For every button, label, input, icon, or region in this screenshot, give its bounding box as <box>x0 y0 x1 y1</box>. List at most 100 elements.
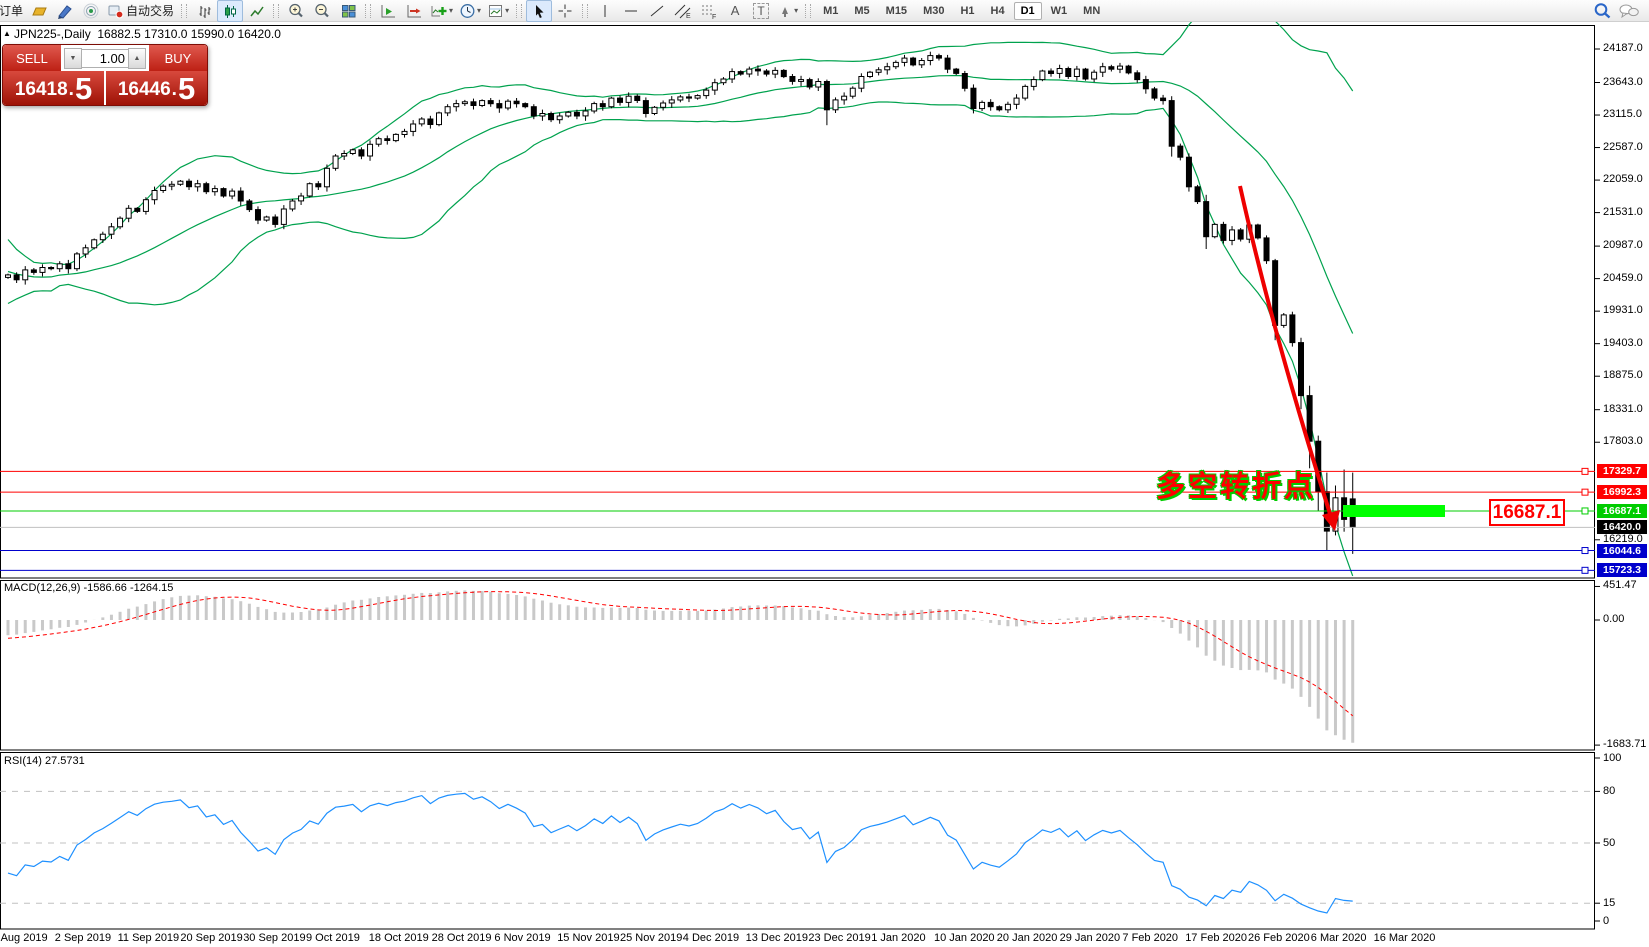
price-level-box[interactable]: 16687.1 <box>1489 499 1565 526</box>
arrows-icon <box>782 6 789 17</box>
price-line-badge[interactable]: 16044.6 <box>1597 543 1647 558</box>
toolbar-grip[interactable] <box>516 3 523 18</box>
timeframe-mn[interactable]: MN <box>1083 4 1101 17</box>
price-line-badge[interactable]: 15723.3 <box>1597 563 1647 578</box>
volume-increase-button[interactable]: ▲ <box>128 47 146 69</box>
volume-input[interactable] <box>82 48 128 68</box>
fibonacci-tool-button[interactable]: F <box>696 0 722 22</box>
cursor-tool-button[interactable] <box>526 0 553 22</box>
bar-chart-icon <box>199 5 211 18</box>
chart-title: JPN225-,Daily 16882.5 17310.0 15990.0 16… <box>14 27 281 41</box>
bar-chart-mode-button[interactable] <box>191 0 217 22</box>
volume-decrease-button[interactable]: ▼ <box>64 47 82 69</box>
arrows-tool-button[interactable]: ▾ <box>774 0 801 22</box>
price-tick-label: 22059.0 <box>1603 173 1643 186</box>
sell-price-dot: . <box>68 79 74 100</box>
timeframe-d1[interactable]: D1 <box>1013 1 1042 20</box>
price-tick-label: 17803.0 <box>1603 435 1643 448</box>
rsi-label: RSI(14) 27.5731 <box>4 755 85 767</box>
main-pane-border <box>0 25 1595 579</box>
date-label: 26 Feb 2020 <box>1248 932 1310 944</box>
tile-windows-icon <box>341 4 356 17</box>
zoom-out-button[interactable] <box>309 0 335 22</box>
price-line-badge[interactable]: 17329.7 <box>1597 464 1647 479</box>
date-label: 20 Jan 2020 <box>996 932 1058 944</box>
chat-button[interactable] <box>1615 0 1643 22</box>
candlestick-mode-button[interactable] <box>217 0 244 22</box>
toolbar-grip[interactable] <box>805 3 812 18</box>
search-button[interactable] <box>1589 0 1615 22</box>
timeframe-h4[interactable]: H4 <box>990 4 1005 17</box>
rsi-axis-label: 0 <box>1603 915 1610 927</box>
templates-button[interactable]: ▾ <box>484 0 512 22</box>
trend-arrow[interactable] <box>1238 185 1333 518</box>
buy-price-display[interactable]: 16446. 5 <box>106 71 207 105</box>
search-icon <box>1594 2 1610 18</box>
level-line-handle[interactable] <box>1581 566 1589 574</box>
price-line-badge[interactable]: 16992.3 <box>1597 485 1647 500</box>
sell-price-frac: 5 <box>74 71 93 106</box>
bollinger-lower-band <box>7 101 1354 577</box>
line-chart-mode-button[interactable] <box>243 0 269 22</box>
main-toolbar: 订单 自动交易 <box>0 0 1649 22</box>
trend-arrow-head[interactable] <box>1322 510 1340 531</box>
auto-scroll-button[interactable] <box>375 0 401 22</box>
zoom-out-icon <box>315 3 329 18</box>
rsi-axis-label: 100 <box>1603 752 1622 764</box>
level-line-handle[interactable] <box>1581 467 1589 475</box>
price-line-badge[interactable]: 16687.1 <box>1597 503 1647 518</box>
level-line-handle[interactable] <box>1581 547 1589 555</box>
date-label: 4 Dec 2019 <box>682 932 740 944</box>
candlestick-icon <box>224 4 236 18</box>
level-line-handle[interactable] <box>1581 488 1589 496</box>
signals-icon[interactable] <box>78 0 104 22</box>
gold-bar-icon[interactable] <box>26 0 52 22</box>
channel-icon: E <box>674 4 691 19</box>
indicators-button[interactable]: ▾ <box>427 0 456 22</box>
macd-pane-border <box>0 580 1595 751</box>
text-label-tool-button[interactable]: T <box>748 0 774 22</box>
timeframe-m1[interactable]: M1 <box>823 4 839 17</box>
timeframe-m5[interactable]: M5 <box>854 4 870 17</box>
zoom-in-button[interactable] <box>283 0 309 22</box>
sell-button[interactable]: SELL <box>3 45 61 71</box>
level-line-handle[interactable] <box>1581 507 1589 515</box>
price-tick-label: 19931.0 <box>1603 304 1643 317</box>
price-line-badge[interactable]: 16420.0 <box>1597 520 1647 535</box>
tile-windows-button[interactable] <box>335 0 361 22</box>
timeframe-w1[interactable]: W1 <box>1050 4 1068 17</box>
timeframe-h1[interactable]: H1 <box>960 4 975 17</box>
sell-price-display[interactable]: 16418. 5 <box>3 71 104 105</box>
timeframe-m15[interactable]: M15 <box>885 4 908 17</box>
toolbar-grip[interactable] <box>273 3 280 18</box>
crosshair-tool-button[interactable] <box>552 0 578 22</box>
toolbar-grip[interactable] <box>582 3 589 18</box>
template-icon <box>489 4 503 17</box>
toolbar-grip[interactable] <box>365 3 372 18</box>
text-tool-button[interactable]: A <box>722 0 748 22</box>
horizontal-line-tool-button[interactable] <box>618 0 644 22</box>
date-label: 10 Jan 2020 <box>934 932 995 944</box>
turning-point-annotation[interactable]: 多空转折点 <box>1156 471 1317 503</box>
vertical-line-tool-button[interactable] <box>592 0 618 22</box>
metaeditor-icon[interactable] <box>52 0 78 22</box>
new-order-button[interactable]: 订单 <box>0 0 26 22</box>
trendline-tool-button[interactable] <box>644 0 670 22</box>
timeframe-bar: M1 M5 M15 M30 H1 H4 D1 W1 MN <box>815 1 1108 20</box>
timeframe-m30[interactable]: M30 <box>923 4 945 17</box>
periods-button[interactable]: ▾ <box>456 0 484 22</box>
chevron-down-icon: ▾ <box>794 6 799 15</box>
autotrading-button[interactable]: 自动交易 <box>104 0 177 22</box>
indicators-add-icon <box>431 5 447 16</box>
price-tick-label: 16219.0 <box>1603 532 1643 545</box>
metaeditor-glyph <box>58 4 72 19</box>
toolbar-grip[interactable] <box>181 3 188 18</box>
chart-shift-button[interactable] <box>401 0 427 22</box>
equidistant-channel-tool-button[interactable]: E <box>670 0 696 22</box>
gold-bar-glyph <box>32 7 47 15</box>
buy-button[interactable]: BUY <box>149 45 207 71</box>
highlight-bar[interactable] <box>1343 505 1445 517</box>
